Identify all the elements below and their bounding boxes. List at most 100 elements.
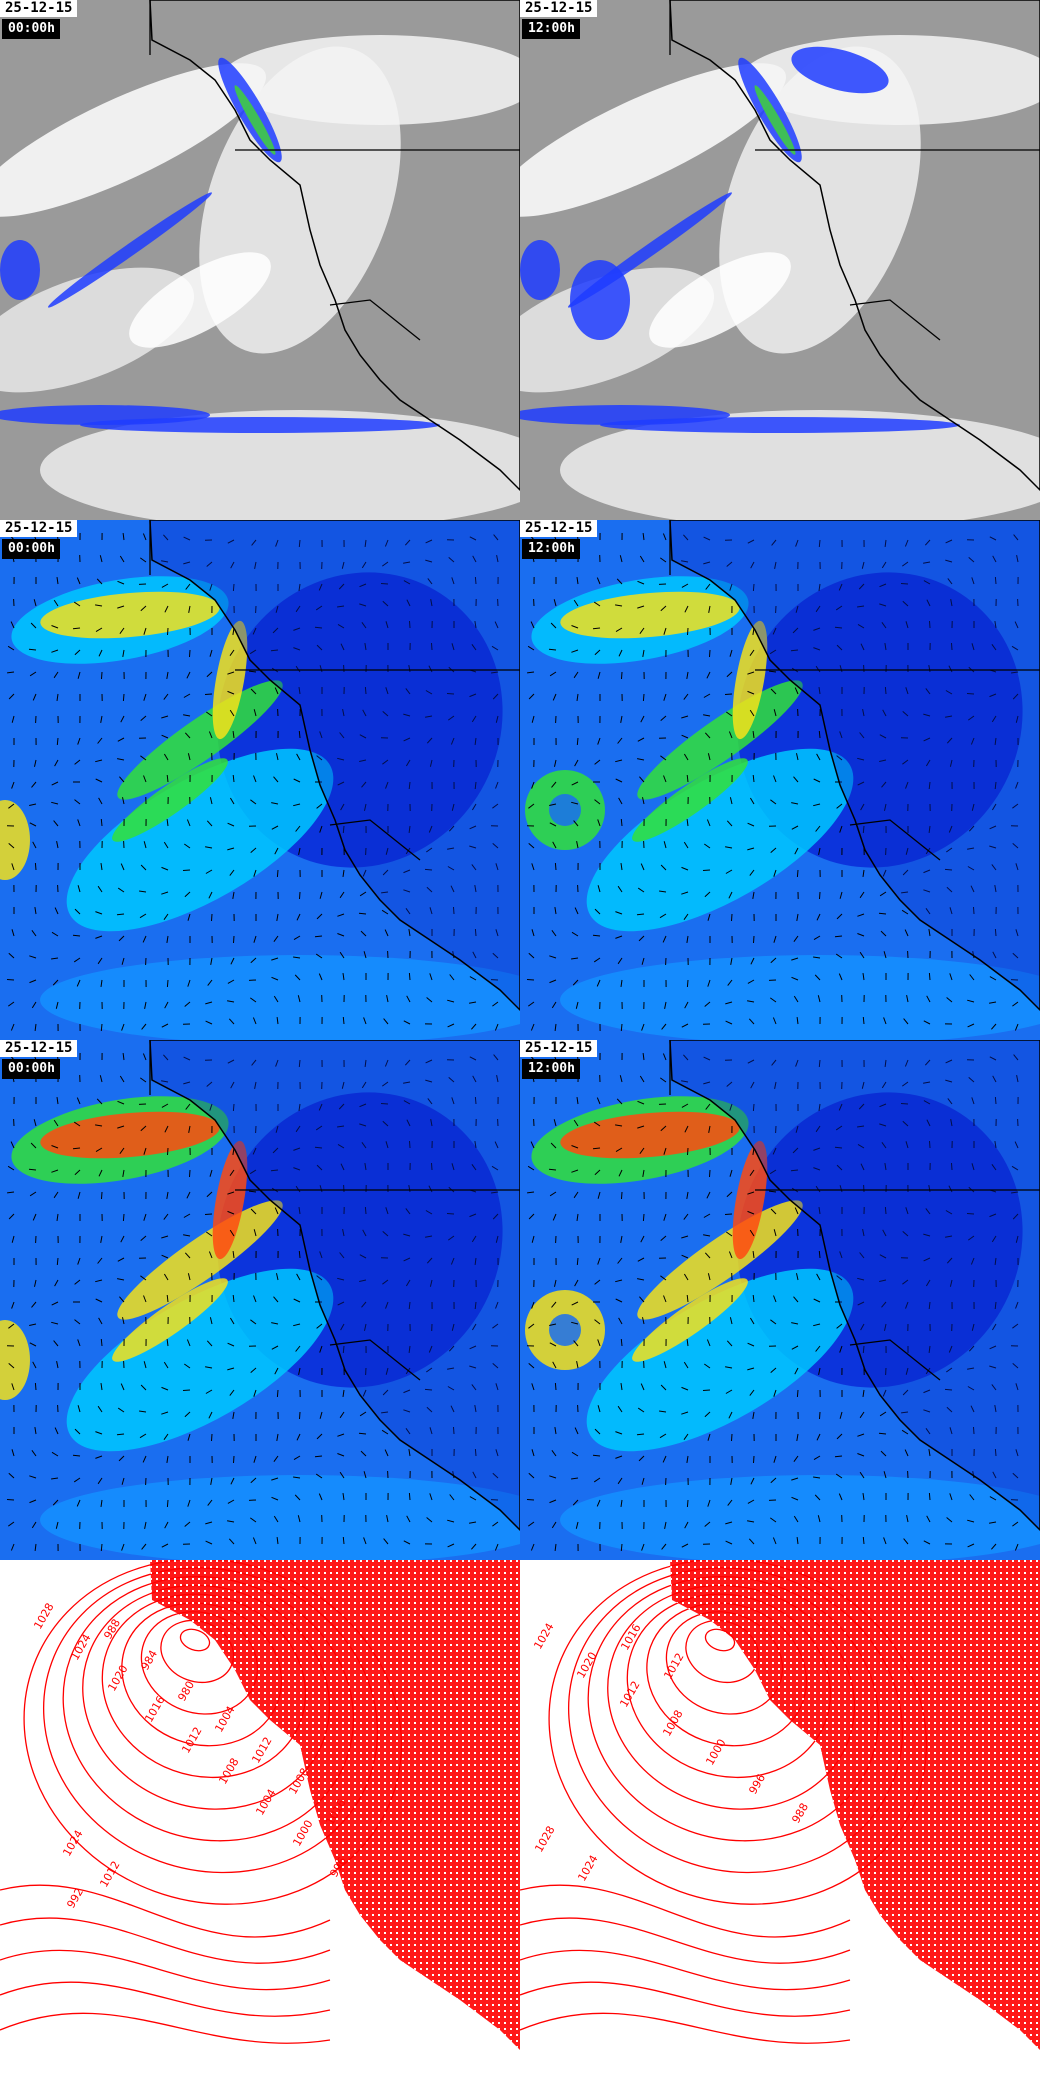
wind-arrow <box>205 1389 213 1394</box>
wind-arrow <box>686 774 689 783</box>
wind-arrow <box>684 1001 689 1009</box>
wind-arrow <box>491 671 499 674</box>
wind-arrow <box>429 973 433 981</box>
wind-arrow <box>819 1411 821 1420</box>
wind-arrow <box>403 889 411 893</box>
wind-arrow <box>495 1449 499 1457</box>
wind-arrow <box>139 913 147 919</box>
wind-arrow <box>272 1147 279 1154</box>
wind-arrow <box>573 1119 579 1127</box>
wind-arrow <box>271 957 279 961</box>
wind-arrow <box>119 627 125 634</box>
wind-arrow <box>592 1147 601 1150</box>
wind-arrow <box>681 891 689 895</box>
wind-arrow <box>184 1521 191 1527</box>
wind-arrow <box>361 561 367 569</box>
wind-arrow <box>250 957 257 964</box>
wind-arrow <box>857 1301 865 1306</box>
wind-arrow <box>227 1499 235 1504</box>
wind-arrow <box>904 1449 909 1457</box>
wind-arrow <box>620 1383 623 1391</box>
wind-arrow <box>254 561 257 569</box>
wind-arrow <box>144 1521 147 1529</box>
wind-arrow <box>386 1515 389 1523</box>
wind-arrow <box>382 759 389 765</box>
wind-arrow <box>617 1477 623 1485</box>
wind-arrow <box>704 1001 711 1007</box>
wind-arrow <box>275 539 279 547</box>
wind-arrow <box>637 758 645 761</box>
wind-arrow <box>453 906 455 915</box>
wind-arrow <box>449 974 455 981</box>
wind-arrow <box>119 776 125 783</box>
wind-arrow <box>253 775 257 783</box>
wind-arrow <box>140 557 147 563</box>
wind-arrow <box>663 693 667 701</box>
wind-arrow <box>928 929 931 937</box>
wind-arrow <box>945 539 953 544</box>
wind-arrow <box>319 891 323 899</box>
wind-arrow <box>95 627 103 633</box>
wind-arrow <box>554 1023 557 1031</box>
wind-arrow <box>681 560 689 563</box>
wind-arrow <box>29 1323 37 1326</box>
wind-arrow <box>552 1361 557 1369</box>
wind-arrow <box>813 1147 821 1151</box>
wind-arrow <box>703 536 711 541</box>
wind-arrow <box>704 1252 711 1259</box>
wind-arrow <box>209 797 213 805</box>
wind-arrow <box>383 1538 389 1545</box>
wind-arrow <box>253 869 257 877</box>
wind-arrow <box>293 627 301 631</box>
wind-arrow <box>637 1278 645 1281</box>
wind-arrow <box>117 1125 125 1129</box>
wind-arrow <box>946 1367 953 1373</box>
wind-arrow <box>183 1056 191 1061</box>
wind-arrow <box>902 600 909 607</box>
wind-arrow <box>882 869 887 877</box>
wind-arrow <box>120 715 125 723</box>
wind-arrow <box>860 1163 865 1171</box>
wind-arrow <box>161 1254 169 1259</box>
wind-arrow <box>316 755 323 761</box>
wind-arrow <box>749 1169 755 1176</box>
wind-arrow <box>994 1257 997 1265</box>
wind-arrow <box>879 583 887 588</box>
wind-arrow <box>101 1191 103 1200</box>
wind-arrow <box>857 933 865 937</box>
wind-arrow <box>794 847 799 855</box>
wind-arrow <box>227 822 235 827</box>
wind-arrow <box>928 665 931 673</box>
isobar-line <box>0 1917 331 1964</box>
wind-arrow <box>76 1499 81 1507</box>
wind-arrow <box>73 1121 81 1127</box>
wind-arrow <box>426 1406 433 1413</box>
wind-arrow <box>904 539 909 547</box>
wind-arrow <box>1012 1363 1019 1369</box>
wind-arrow <box>620 1499 623 1507</box>
wind-arrow <box>293 1167 301 1171</box>
wind-arrow <box>636 1433 645 1436</box>
wind-arrow <box>207 979 213 986</box>
wind-arrow <box>750 561 755 569</box>
wind-arrow <box>835 1125 843 1131</box>
wind-arrow <box>187 979 191 987</box>
map-panel-wind: 25-12-15 12:00h <box>520 520 1040 1040</box>
wind-arrow <box>770 799 777 805</box>
wind-arrow <box>752 583 755 592</box>
wind-arrow <box>620 1023 623 1032</box>
wind-arrow <box>494 1543 499 1551</box>
wind-arrow <box>425 559 433 563</box>
wind-arrow <box>384 539 389 547</box>
wind-arrow <box>122 649 125 657</box>
wind-arrow <box>795 1059 799 1067</box>
wind-arrow <box>403 1233 411 1237</box>
wind-arrow <box>881 561 887 569</box>
wind-arrow <box>293 1323 301 1327</box>
wind-arrow <box>53 1340 59 1347</box>
wind-arrow <box>816 1273 821 1281</box>
wind-arrow <box>703 714 711 717</box>
wind-arrow <box>724 693 733 695</box>
wind-arrow <box>406 995 411 1003</box>
wind-arrow <box>642 649 645 657</box>
